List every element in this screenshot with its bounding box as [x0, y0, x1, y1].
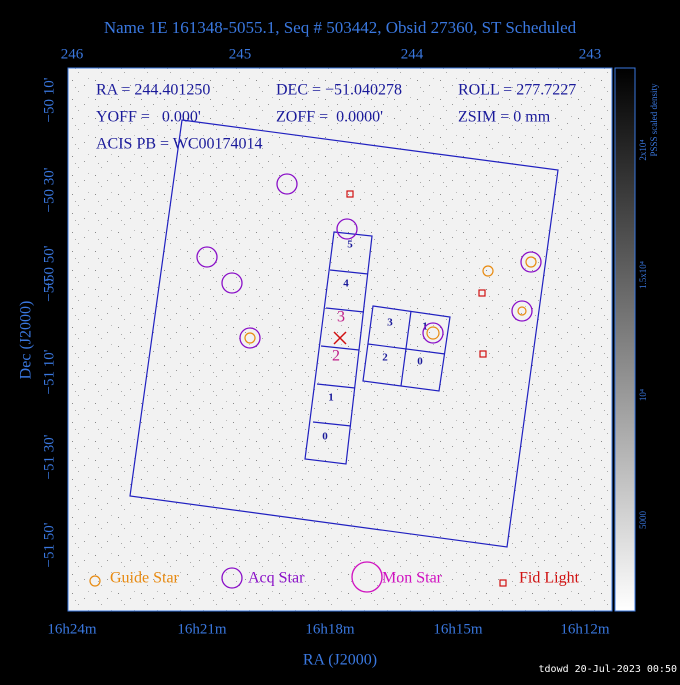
chip-array [304, 231, 451, 465]
colorbar-label: 5000 [638, 511, 648, 530]
bottom-tick-label: 16h21m [177, 621, 227, 637]
legend-label: Mon Star [382, 570, 443, 587]
x-axis-label: RA (J2000) [303, 652, 377, 669]
footer: tdowd 20-Jul-2023 00:50 [539, 664, 677, 675]
info-text: RA = 244.401250 [96, 82, 210, 99]
chip-label: 3 [337, 309, 345, 326]
bottom-tick-label: 16h12m [560, 621, 610, 637]
chip-label: 2 [332, 348, 340, 365]
title: Name 1E 161348-5055.1, Seq # 503442, Obs… [104, 18, 577, 37]
left-tick-label: −51 50' [41, 522, 57, 567]
chip-label: 3 [387, 317, 393, 329]
legend-marker [351, 561, 383, 593]
chip-label: 0 [322, 431, 328, 443]
chip-label: 0 [417, 356, 423, 368]
left-tick-label: −50 30' [41, 167, 57, 212]
bottom-tick-label: 16h18m [305, 621, 355, 637]
chip-label: 2 [382, 352, 388, 364]
legend-marker [89, 575, 101, 587]
top-tick-label: 246 [61, 46, 84, 62]
y-axis-label: Dec (J2000) [18, 301, 35, 380]
left-tick-label: −50 50' [41, 245, 57, 290]
info-text: DEC = −51.040278 [276, 82, 402, 99]
bottom-tick-label: 16h24m [47, 621, 97, 637]
colorbar-label: 1.5x10⁴ [638, 261, 648, 289]
colorbar-title: PSSS scaled density [649, 83, 659, 157]
legend-marker [221, 567, 243, 589]
colorbar-label: 2x10⁴ [638, 139, 648, 160]
chip-label: 5 [347, 239, 353, 251]
colorbar-label: 10⁴ [638, 389, 648, 401]
info-text: ZOFF = 0.0000' [276, 109, 383, 126]
legend-label: Fid Light [519, 570, 580, 587]
info-text: ZSIM = 0 mm [458, 109, 551, 126]
aimpoint [333, 331, 347, 345]
top-tick-label: 243 [579, 46, 602, 62]
acq-stars [196, 173, 542, 349]
colorbar [614, 67, 636, 612]
info-text: ROLL = 277.7227 [458, 82, 576, 99]
left-tick-label: −50 10' [41, 77, 57, 122]
chip-label: 1 [328, 392, 334, 404]
info-text: YOFF = 0.000' [96, 109, 201, 126]
guide-stars [244, 256, 537, 344]
left-tick-label: −51 30' [41, 434, 57, 479]
left-tick-label: −51 10' [41, 349, 57, 394]
legend-marker [499, 579, 507, 587]
fid-lights [346, 190, 487, 358]
legend-label: Acq Star [248, 570, 305, 587]
left-tick-label: −50 [41, 278, 57, 301]
plot-area [67, 67, 613, 612]
top-tick-label: 244 [401, 46, 424, 62]
field-outline [129, 119, 559, 548]
info-text: ACIS PB = WC00174014 [96, 136, 263, 153]
legend-label: Guide Star [110, 570, 180, 587]
top-tick-label: 245 [229, 46, 252, 62]
bottom-tick-label: 16h15m [433, 621, 483, 637]
chip-label: 4 [343, 278, 349, 290]
